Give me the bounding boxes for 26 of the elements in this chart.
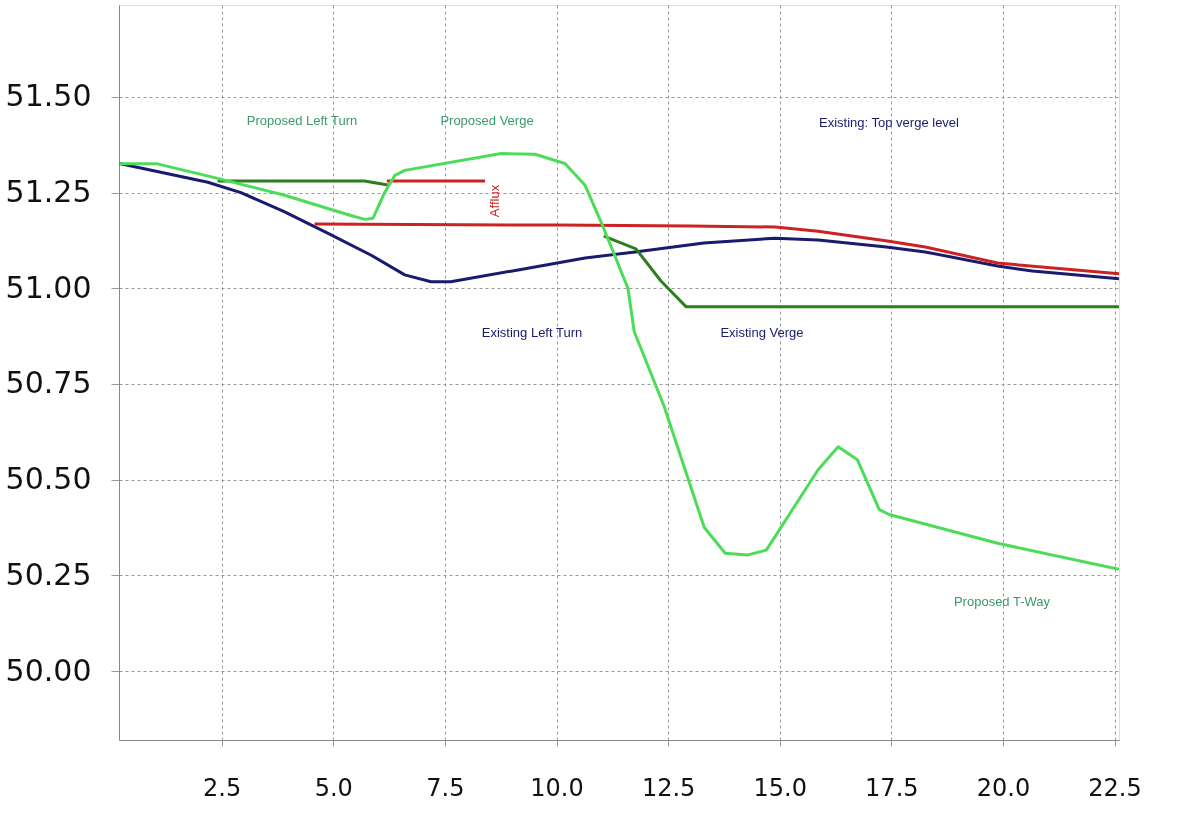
x-tick-label: 17.5: [865, 773, 919, 802]
x-tick-label: 15.0: [753, 773, 807, 802]
annotation: Existing: Top verge level: [819, 115, 960, 130]
annotation: Afflux: [487, 184, 502, 218]
annotation: Proposed Verge: [440, 113, 534, 128]
y-tick-label: 50.25: [5, 556, 92, 592]
x-tick-label: 2.5: [203, 773, 242, 802]
line-series: [602, 234, 1119, 309]
y-tick-label: 50.00: [5, 652, 92, 688]
y-tick-label: 51.25: [5, 174, 92, 210]
annotation: Proposed T-Way: [953, 594, 1051, 609]
line-series: [119, 152, 1119, 571]
x-tick-label: 5.0: [314, 773, 353, 802]
annotation: Proposed Left Turn: [246, 113, 358, 128]
annotation: Existing Verge: [720, 325, 804, 340]
line-series: [313, 222, 1119, 276]
y-tick-label: 50.50: [5, 461, 92, 497]
y-tick-label: 50.75: [5, 365, 92, 401]
x-tick-label: 7.5: [426, 773, 465, 802]
annotation: Existing Left Turn: [481, 325, 583, 340]
y-tick-label: 51.50: [5, 78, 92, 114]
y-tick-label: 51.00: [5, 269, 92, 305]
x-tick-label: 22.5: [1088, 773, 1142, 802]
x-tick-label: 10.0: [530, 773, 584, 802]
x-tick-label: 12.5: [641, 773, 696, 802]
x-tick-label: 20.0: [976, 773, 1031, 802]
